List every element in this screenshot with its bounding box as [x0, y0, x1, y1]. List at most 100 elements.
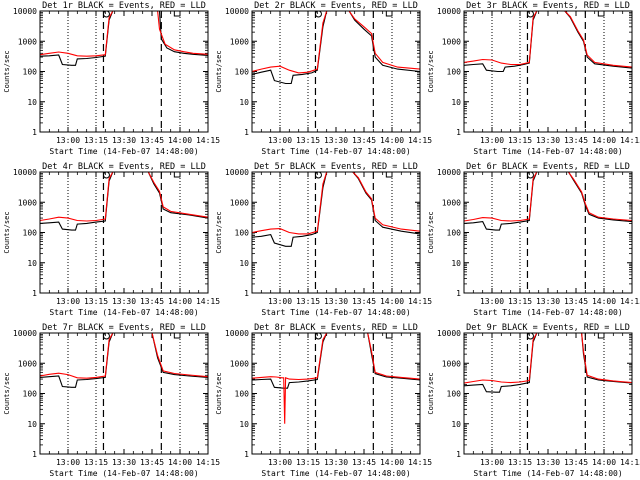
- x-tick-label: 13:30: [536, 136, 560, 145]
- x-axis-label: Start Time (14-Feb-07 14:48:00): [49, 147, 198, 156]
- x-tick-label: 14:00: [168, 458, 192, 467]
- x-tick-label: 14:15: [408, 297, 432, 306]
- y-tick-label: 10: [239, 420, 249, 429]
- x-tick-label: 13:30: [112, 297, 136, 306]
- event-marker: [173, 172, 181, 178]
- event-marker: [597, 333, 605, 339]
- y-tick-label: 100: [235, 229, 250, 238]
- x-tick-label: 13:30: [536, 458, 560, 467]
- x-axis-label: Start Time (14-Feb-07 14:48:00): [261, 469, 410, 478]
- y-tick-label: 100: [23, 229, 38, 238]
- y-tick-label: 1000: [230, 37, 249, 46]
- y-tick-label: 100: [23, 68, 38, 77]
- event-marker: [385, 11, 393, 17]
- x-tick-label: 14:15: [196, 297, 220, 306]
- x-tick-label: 13:30: [112, 458, 136, 467]
- y-tick-label: 10: [27, 420, 37, 429]
- panel-title: Det 8r BLACK = Events, RED = LLD: [254, 323, 418, 333]
- y-tick-label: 10: [239, 259, 249, 268]
- y-tick-label: 1000: [18, 37, 37, 46]
- panel-title: Det 9r BLACK = Events, RED = LLD: [466, 323, 630, 333]
- x-axis-label: Start Time (14-Feb-07 14:48:00): [473, 469, 622, 478]
- x-tick-label: 13:45: [564, 458, 588, 467]
- x-tick-label: 13:00: [56, 136, 80, 145]
- y-tick-label: 1: [32, 450, 37, 459]
- y-tick-label: 1000: [442, 198, 461, 207]
- y-tick-label: 1: [456, 128, 461, 137]
- lld-series-line: [252, 11, 420, 74]
- y-tick-label: 1000: [442, 37, 461, 46]
- x-tick-label: 14:15: [620, 136, 640, 145]
- events-series-line: [40, 333, 208, 388]
- y-axis-label: Counts/sec: [3, 211, 11, 253]
- y-tick-label: 10000: [225, 168, 249, 177]
- y-tick-label: 10000: [437, 329, 461, 338]
- detector-panel: Det 4r BLACK = Events, RED = LLD Counts/s…: [3, 162, 220, 317]
- y-tick-label: 10: [239, 98, 249, 107]
- event-marker: [173, 11, 181, 17]
- x-axis-label: Start Time (14-Feb-07 14:48:00): [49, 308, 198, 317]
- y-tick-label: 10000: [225, 329, 249, 338]
- y-axis-label: Counts/sec: [3, 372, 11, 414]
- x-axis-label: Start Time (14-Feb-07 14:48:00): [473, 147, 622, 156]
- detector-panel: Det 3r BLACK = Events, RED = LLD Counts/s…: [427, 1, 640, 156]
- x-tick-label: 13:00: [268, 136, 292, 145]
- y-tick-label: 1: [244, 289, 249, 298]
- lld-series-line: [40, 333, 208, 379]
- lld-series-line: [464, 333, 632, 384]
- y-tick-label: 10000: [437, 7, 461, 16]
- x-tick-label: 13:00: [268, 297, 292, 306]
- panel-title: Det 7r BLACK = Events, RED = LLD: [42, 323, 206, 333]
- event-marker: [597, 172, 605, 178]
- x-tick-label: 13:30: [536, 297, 560, 306]
- plot-frame: [251, 10, 421, 133]
- x-tick-label: 13:00: [480, 136, 504, 145]
- y-tick-label: 100: [23, 390, 38, 399]
- y-axis-label: Counts/sec: [215, 372, 223, 414]
- x-tick-label: 14:15: [408, 136, 432, 145]
- detector-panel: Det 9r BLACK = Events, RED = LLD Counts/s…: [427, 323, 640, 478]
- lld-series-line: [252, 333, 420, 424]
- detector-panel: Det 8r BLACK = Events, RED = LLD Counts/s…: [215, 323, 432, 478]
- y-tick-label: 1: [456, 289, 461, 298]
- plot-frame: [39, 10, 209, 133]
- x-tick-label: 13:45: [352, 136, 376, 145]
- panel-title: Det 3r BLACK = Events, RED = LLD: [466, 1, 630, 11]
- x-tick-label: 14:00: [380, 458, 404, 467]
- x-tick-label: 14:15: [408, 458, 432, 467]
- x-tick-label: 13:15: [508, 136, 532, 145]
- y-tick-label: 10000: [13, 329, 37, 338]
- y-tick-label: 1000: [230, 198, 249, 207]
- events-series-line: [252, 333, 420, 389]
- lld-series-line: [464, 11, 632, 68]
- x-tick-label: 13:30: [324, 458, 348, 467]
- detector-panel: Det 6r BLACK = Events, RED = LLD Counts/s…: [427, 162, 640, 317]
- x-tick-label: 14:15: [620, 297, 640, 306]
- x-tick-label: 13:45: [352, 297, 376, 306]
- x-tick-label: 13:15: [296, 458, 320, 467]
- plot-frame: [251, 332, 421, 455]
- x-tick-label: 13:00: [268, 458, 292, 467]
- plot-frame: [463, 10, 633, 133]
- y-tick-label: 10000: [13, 168, 37, 177]
- y-tick-label: 10000: [225, 7, 249, 16]
- x-tick-label: 13:15: [296, 136, 320, 145]
- x-tick-label: 13:30: [324, 136, 348, 145]
- x-tick-label: 14:00: [168, 136, 192, 145]
- x-tick-label: 14:00: [592, 297, 616, 306]
- x-tick-label: 13:00: [56, 458, 80, 467]
- x-tick-label: 13:30: [112, 136, 136, 145]
- x-tick-label: 13:15: [296, 297, 320, 306]
- y-axis-label: Counts/sec: [427, 50, 435, 92]
- x-axis-label: Start Time (14-Feb-07 14:48:00): [473, 308, 622, 317]
- y-tick-label: 10000: [437, 168, 461, 177]
- x-axis-label: Start Time (14-Feb-07 14:48:00): [49, 469, 198, 478]
- y-tick-label: 100: [447, 390, 462, 399]
- y-tick-label: 10: [451, 259, 461, 268]
- y-tick-label: 1: [32, 128, 37, 137]
- x-tick-label: 14:15: [196, 136, 220, 145]
- y-tick-label: 1000: [18, 359, 37, 368]
- plot-frame: [39, 332, 209, 455]
